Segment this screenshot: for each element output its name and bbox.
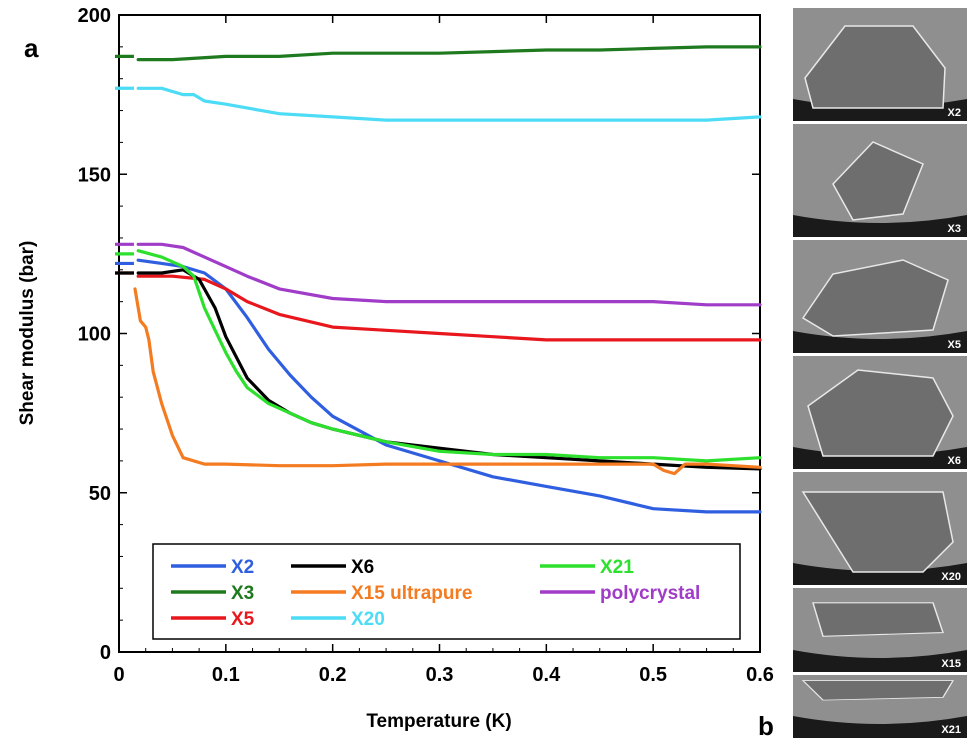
crystal-shape [804, 25, 946, 109]
legend: X2 X6 X21 X3 X15 ultrapure polycrystal X5 X20 [152, 543, 741, 640]
y-tick-label: 150 [78, 164, 111, 186]
series-lines [115, 45, 762, 514]
y-tick-label: 50 [89, 483, 111, 505]
legend-label-x2: X2 [231, 557, 254, 578]
x-tick-label: 0.4 [532, 664, 561, 686]
crystal-shape [832, 141, 924, 221]
series-line-x3 [136, 45, 762, 62]
y-tick-label: 0 [100, 642, 111, 664]
photo-cell-shadow [793, 716, 967, 738]
series-line-x15-ultrapure [133, 287, 762, 476]
crystal-photo: X21 [793, 675, 967, 738]
crystal-photo: X3 [793, 124, 967, 237]
crystal-photo: X2 [793, 8, 967, 121]
series-line-x21 [136, 249, 762, 463]
legend-label-x3: X3 [231, 583, 254, 604]
x-tick-label: 0.1 [212, 664, 240, 686]
photo-label: X20 [941, 571, 961, 583]
crystal-photo: X15 [793, 588, 967, 672]
crystal-shape [801, 680, 955, 701]
y-axis-title: Shear modulus (bar) [17, 241, 38, 426]
y-tick-label: 200 [78, 5, 111, 27]
y-axis: 0 50 100 150 200 [78, 5, 760, 664]
legend-label-x21: X21 [600, 557, 634, 578]
crystal-shape [801, 491, 954, 573]
photo-label: X15 [941, 658, 961, 670]
x-axis-title: Temperature (K) [366, 711, 511, 732]
legend-label-polycrystal: polycrystal [600, 583, 700, 604]
crystal-photo-strip: X2 X3 X5 X6 X20 X15 X21 [793, 8, 967, 738]
legend-box [152, 543, 741, 640]
photo-cell-shadow [793, 215, 967, 237]
photo-label: X5 [948, 339, 961, 351]
photo-cell-shadow [793, 447, 967, 469]
y-tick-label: 100 [78, 324, 111, 346]
series-line-x5 [136, 274, 762, 342]
photo-cell-shadow [793, 563, 967, 585]
series-line-x2 [136, 258, 762, 514]
series-line-x20 [136, 86, 762, 122]
photo-cell-shadow [793, 650, 967, 672]
panel-a-label: a [24, 33, 39, 63]
x-tick-label: 0.6 [746, 664, 774, 686]
x-tick-label: 0.5 [639, 664, 667, 686]
photo-label: X21 [941, 724, 961, 736]
crystal-photo: X5 [793, 240, 967, 353]
legend-label-x15-ultrapure: X15 ultrapure [351, 583, 472, 604]
photo-label: X6 [948, 455, 961, 467]
legend-label-x6: X6 [351, 557, 374, 578]
crystal-shape [812, 602, 944, 637]
crystal-photo: X6 [793, 356, 967, 469]
photo-label: X2 [948, 107, 961, 119]
panel-b-label: b [758, 711, 774, 741]
legend-label-x20: X20 [351, 609, 385, 630]
crystal-photo: X20 [793, 472, 967, 585]
x-axis: 0 0.1 0.2 0.3 0.4 0.5 0.6 [113, 15, 774, 686]
series-line-polycrystal [136, 242, 762, 307]
crystal-shape [807, 369, 954, 457]
x-tick-label: 0.3 [426, 664, 454, 686]
x-tick-label: 0.2 [319, 664, 347, 686]
photo-cell-shadow [793, 331, 967, 353]
legend-label-x5: X5 [231, 609, 255, 630]
x-tick-label: 0 [113, 664, 124, 686]
photo-cell-shadow [793, 99, 967, 121]
crystal-shape [801, 259, 949, 337]
series-line-x6 [136, 268, 762, 471]
photo-label: X3 [948, 223, 961, 235]
